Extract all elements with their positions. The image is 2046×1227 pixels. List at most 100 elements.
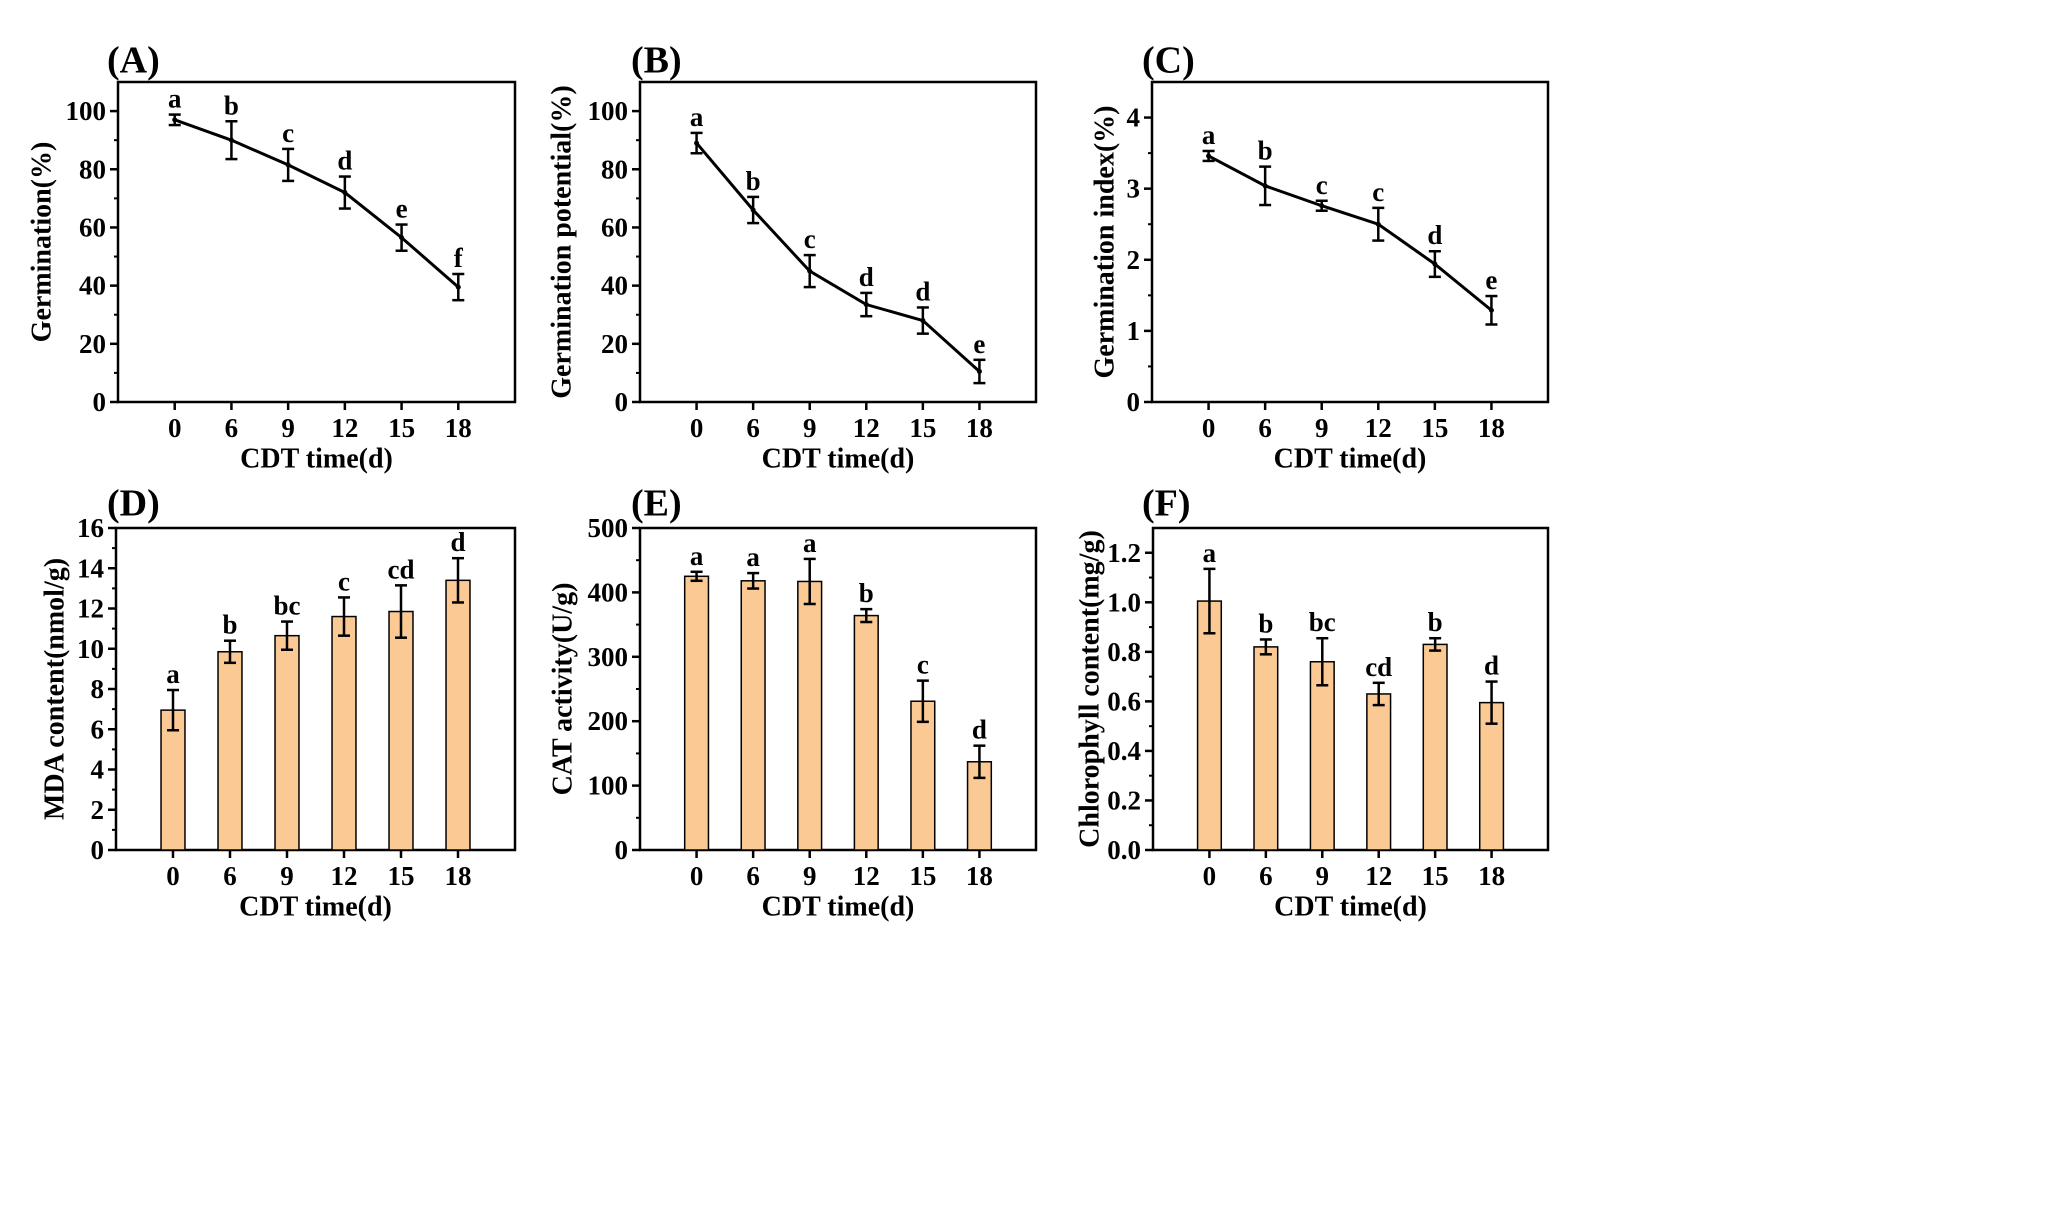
bar: [1422, 643, 1448, 851]
series-line: [695, 142, 981, 373]
x-tick-label: 9: [803, 413, 817, 443]
x-tick-label: 15: [388, 413, 415, 443]
significance-label: a: [746, 542, 760, 572]
significance-label: b: [1258, 608, 1273, 638]
x-tick-label: 18: [445, 413, 472, 443]
y-tick-label: 6: [91, 714, 105, 744]
significance-label: bc: [274, 591, 301, 621]
x-tick-label: 6: [1259, 861, 1273, 891]
y-tick-label: 0.8: [1107, 637, 1141, 667]
y-tick-label: 200: [588, 706, 629, 736]
x-tick-label: 12: [331, 413, 358, 443]
bar: [797, 580, 823, 851]
x-tick-label: 15: [1422, 861, 1449, 891]
y-tick-label: 4: [91, 755, 105, 785]
x-tick-label: 12: [1365, 413, 1392, 443]
significance-label: b: [224, 90, 239, 120]
plot-frame: [638, 80, 1038, 404]
bar: [910, 700, 936, 851]
significance-label: c: [1316, 170, 1328, 200]
y-tick-label: 20: [79, 329, 106, 359]
x-tick-label: 9: [803, 861, 817, 891]
significance-label: b: [1258, 136, 1273, 166]
y-tick-label: 3: [1127, 174, 1141, 204]
bar: [1253, 646, 1279, 851]
x-tick-label: 6: [746, 861, 760, 891]
y-tick-label: 60: [601, 212, 628, 242]
x-tick-label: 0: [690, 413, 704, 443]
x-tick-label: 6: [746, 413, 760, 443]
y-axis-title: Germination potential(%): [547, 85, 578, 398]
panel-label: (F): [1142, 483, 1191, 525]
x-tick-label: 6: [223, 861, 237, 891]
y-axis-title: CAT activity(U/g): [548, 583, 579, 796]
x-tick-label: 12: [1365, 861, 1392, 891]
significance-label: a: [1203, 538, 1217, 568]
y-tick-label: 400: [588, 577, 629, 607]
y-tick-label: 1: [1127, 316, 1141, 346]
y-tick-label: 100: [588, 771, 629, 801]
plot-frame: [1150, 80, 1550, 404]
significance-label: d: [915, 276, 930, 306]
significance-label: cd: [388, 554, 415, 584]
significance-label: a: [1202, 120, 1216, 150]
y-tick-label: 0.0: [1107, 835, 1141, 865]
bar: [1196, 600, 1223, 851]
significance-label: f: [454, 243, 464, 273]
y-axis-title: Germination(%): [27, 142, 58, 343]
bar: [331, 615, 357, 851]
x-tick-label: 0: [166, 861, 180, 891]
x-tick-label: 15: [909, 413, 936, 443]
panel-label: (D): [107, 483, 160, 525]
x-tick-label: 0: [168, 413, 182, 443]
significance-label: e: [396, 194, 408, 224]
y-tick-label: 14: [77, 553, 104, 583]
bar: [683, 575, 710, 851]
y-tick-label: 16: [77, 513, 104, 543]
x-tick-label: 12: [331, 861, 358, 891]
x-axis-title: CDT time(d): [762, 444, 915, 475]
significance-label: a: [803, 528, 817, 558]
panel-label: (B): [631, 40, 682, 82]
y-tick-label: 0.6: [1107, 686, 1141, 716]
panel-label: (C): [1142, 40, 1195, 82]
y-tick-label: 500: [588, 513, 629, 543]
y-tick-label: 1.0: [1107, 587, 1141, 617]
significance-label: b: [222, 610, 237, 640]
plot-frame: [116, 80, 517, 404]
x-tick-label: 9: [280, 861, 294, 891]
y-tick-label: 2: [91, 795, 105, 825]
bar: [217, 651, 243, 851]
y-tick-label: 0.2: [1107, 785, 1141, 815]
y-axis-title: MDA content(nmol/g): [40, 558, 71, 820]
significance-label: c: [804, 224, 816, 254]
bar: [388, 610, 414, 851]
significance-label: c: [917, 650, 929, 680]
y-tick-label: 300: [588, 642, 629, 672]
bar: [1366, 693, 1392, 851]
y-tick-label: 80: [79, 154, 106, 184]
x-tick-label: 18: [966, 861, 993, 891]
x-tick-label: 6: [225, 413, 239, 443]
plot-frame: [1151, 526, 1550, 852]
significance-label: d: [337, 146, 352, 176]
y-tick-label: 40: [601, 271, 628, 301]
y-tick-label: 0: [1127, 387, 1141, 417]
panel-b-germination-potential: (B) 0 20 40 60 80 100 0 6 9 12 15 18 CDT time(d) Germi…: [547, 40, 1038, 475]
y-axis-title: Chlorophyll content(mg/g): [1075, 530, 1106, 848]
significance-label: d: [1484, 651, 1499, 681]
y-tick-label: 40: [79, 271, 106, 301]
x-tick-label: 18: [1478, 413, 1505, 443]
panel-a-germination: (A) 0 20 40 60 80 100 0 6 9 12 15 18 CDT time(d) Germi…: [27, 40, 517, 475]
significance-label: cd: [1365, 652, 1392, 682]
y-axis-title: Germination index(%): [1090, 106, 1121, 379]
y-tick-label: 12: [77, 594, 104, 624]
significance-label: e: [1485, 265, 1497, 295]
y-tick-label: 0: [615, 387, 629, 417]
y-tick-label: 100: [66, 96, 107, 126]
significance-label: a: [690, 102, 704, 132]
bar: [1309, 661, 1335, 851]
significance-label: d: [450, 527, 465, 557]
